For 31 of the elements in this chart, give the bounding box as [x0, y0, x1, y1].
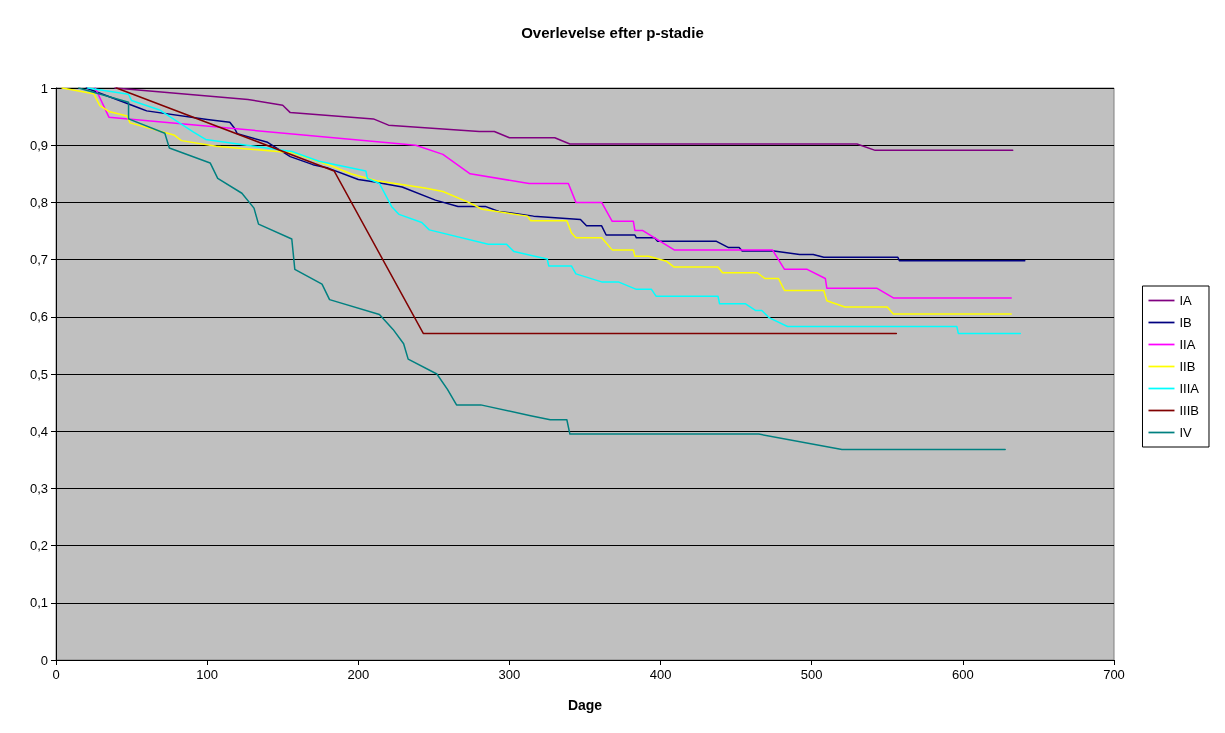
- legend-label: IIIA: [1179, 381, 1200, 396]
- y-tick-label: 0: [40, 652, 48, 668]
- y-tick-label: 0,5: [29, 366, 48, 382]
- x-tick-label: 400: [649, 667, 672, 682]
- line-series: [77, 87, 1006, 451]
- y-tick-label: 1: [40, 80, 48, 96]
- x-tick-label: 300: [498, 667, 521, 682]
- x-tick-label: 600: [952, 667, 974, 682]
- line-series: [114, 87, 1014, 152]
- y-tick-label: 0,1: [29, 595, 48, 611]
- y-tick-label: 0,6: [29, 309, 48, 325]
- legend-label: IIA: [1179, 337, 1196, 352]
- x-tick-label: 700: [1103, 667, 1125, 682]
- chart-title: Overlevelse efter p-stadie: [521, 24, 704, 41]
- x-axis-title: Dage: [567, 697, 603, 713]
- legend-label: IA: [1179, 293, 1193, 308]
- y-tick-label: 0,9: [29, 137, 48, 153]
- y-tick-label: 0,2: [29, 538, 48, 554]
- legend-label: IV: [1179, 425, 1193, 440]
- y-tick-label: 0,3: [29, 480, 48, 496]
- x-tick-label: 0: [52, 667, 60, 682]
- x-tick-label: 100: [196, 667, 218, 682]
- y-tick-label: 0,8: [29, 194, 48, 210]
- x-tick-label: 500: [800, 667, 823, 682]
- y-tick-label: 0,4: [29, 423, 48, 439]
- line-series: [85, 87, 1026, 262]
- x-tick-label: 200: [347, 667, 370, 682]
- legend-label: IIB: [1179, 359, 1196, 374]
- legend-label: IIIB: [1179, 403, 1200, 418]
- y-tick-label: 0,7: [29, 252, 48, 268]
- legend-label: IB: [1179, 315, 1192, 330]
